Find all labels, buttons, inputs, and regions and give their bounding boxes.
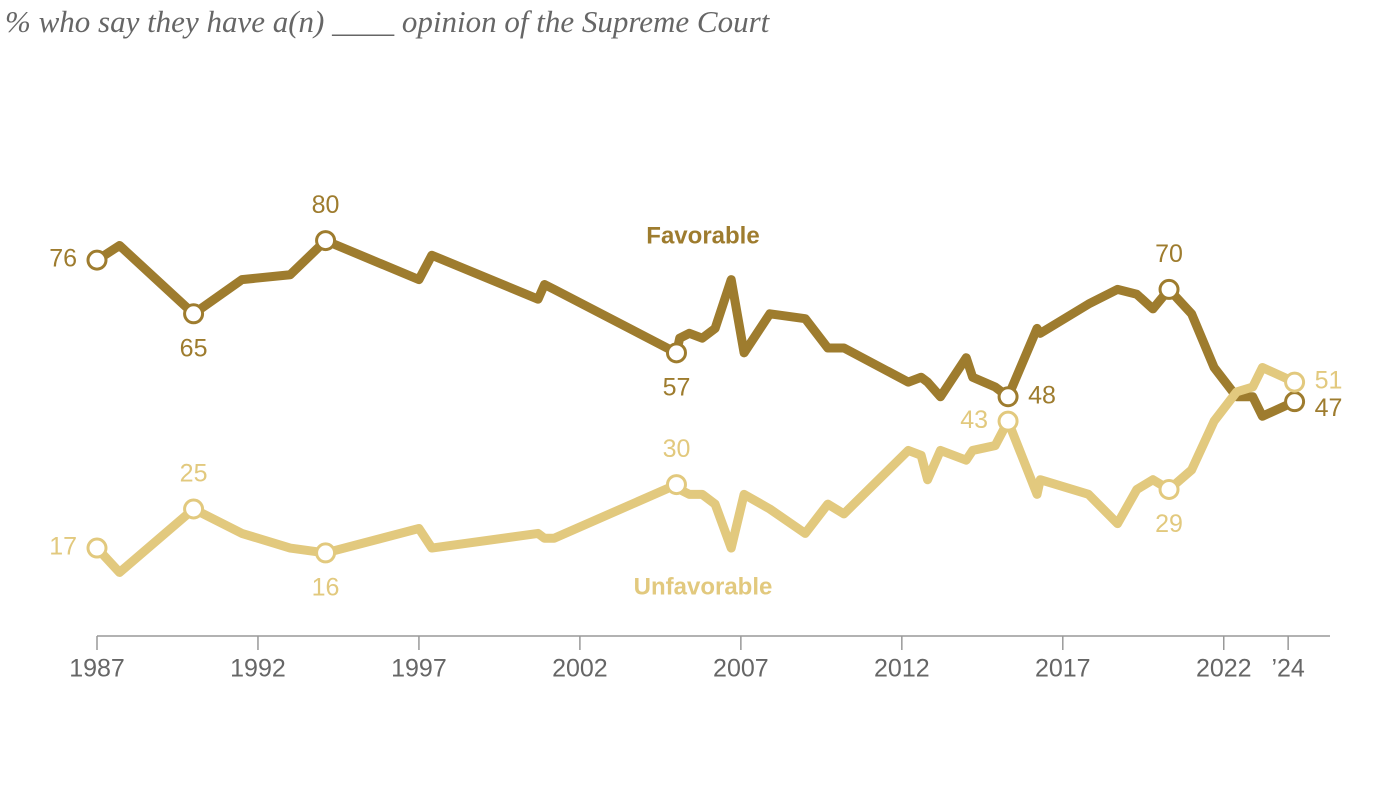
data-label: 17 — [49, 533, 77, 561]
point-marker — [1158, 478, 1180, 500]
data-label: 43 — [960, 406, 988, 434]
data-label: 16 — [312, 574, 340, 602]
x-tick-label: 1997 — [391, 655, 447, 683]
point-marker — [997, 410, 1019, 432]
series-line — [92, 236, 1300, 421]
data-label: 25 — [180, 460, 208, 488]
data-label: 48 — [1028, 381, 1056, 409]
data-label: 51 — [1315, 367, 1343, 395]
point-marker — [665, 474, 687, 496]
x-tick-label: 2022 — [1196, 655, 1252, 683]
x-tick-label: 2012 — [874, 655, 930, 683]
x-tick-label: 2007 — [713, 655, 769, 683]
series-label: Unfavorable — [634, 573, 773, 600]
x-tick-label: 2002 — [552, 655, 608, 683]
x-tick-label: 1992 — [230, 655, 286, 683]
data-label: 47 — [1315, 394, 1343, 422]
series-label: Favorable — [646, 222, 759, 249]
x-tick-label: ’24 — [1271, 655, 1304, 683]
x-tick-label: 2017 — [1035, 655, 1091, 683]
data-label: 57 — [663, 373, 691, 401]
point-marker — [1284, 371, 1306, 393]
point-marker — [86, 249, 108, 271]
point-marker — [183, 498, 205, 520]
data-label: 76 — [49, 245, 77, 273]
point-marker — [1158, 278, 1180, 300]
point-marker — [315, 542, 337, 564]
series-line — [92, 362, 1300, 577]
x-tick-label: 1987 — [69, 655, 125, 683]
point-marker — [1284, 391, 1306, 413]
point-marker — [315, 230, 337, 252]
point-marker — [183, 303, 205, 325]
chart-title: % who say they have a(n) ____ opinion of… — [5, 4, 771, 39]
data-label: 29 — [1155, 510, 1183, 538]
data-label: 80 — [312, 191, 340, 219]
point-marker — [665, 342, 687, 364]
point-marker — [997, 386, 1019, 408]
data-label: 65 — [180, 334, 208, 362]
data-label: 70 — [1155, 240, 1183, 268]
point-marker — [86, 537, 108, 559]
data-label: 30 — [663, 435, 691, 463]
